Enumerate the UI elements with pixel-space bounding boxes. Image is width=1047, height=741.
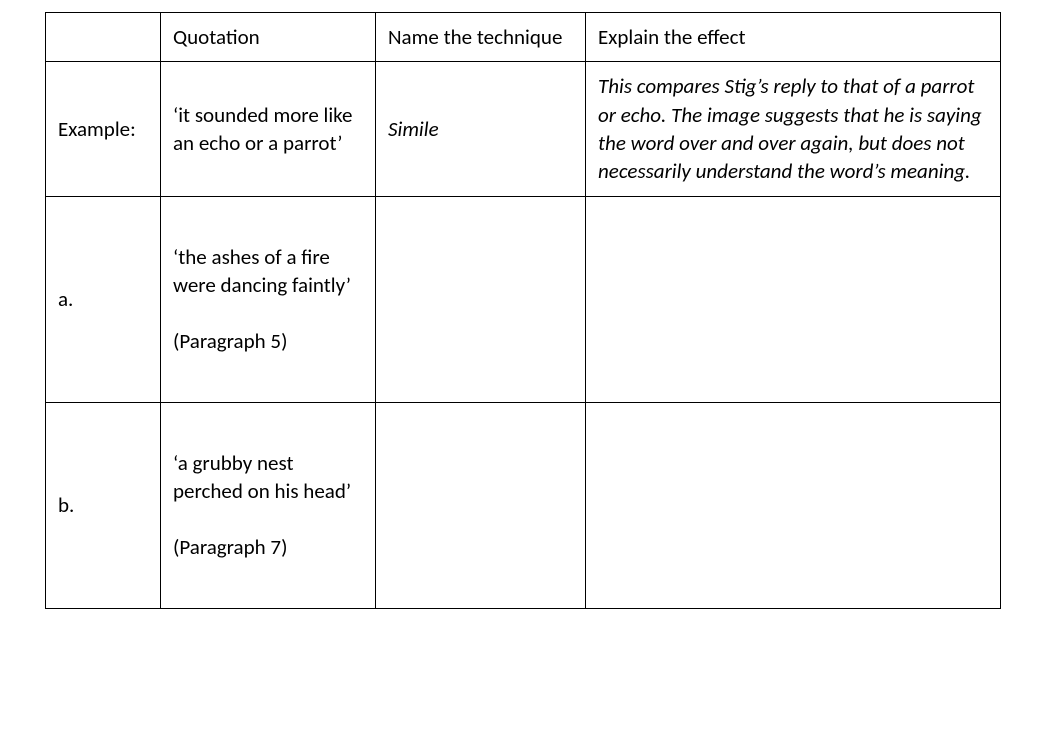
row-quotation: ‘it sounded more like an echo or a parro… [161,62,376,196]
page-content: Quotation Name the technique Explain the… [0,0,1047,609]
row-label: a. [46,196,161,402]
technique-table: Quotation Name the technique Explain the… [45,12,1001,609]
table-header-row: Quotation Name the technique Explain the… [46,13,1001,62]
header-technique: Name the technique [376,13,586,62]
row-label: Example: [46,62,161,196]
header-effect: Explain the effect [586,13,1001,62]
quotation-ref: (Paragraph 7) [173,533,363,561]
row-quotation: ‘the ashes of a fire were dancing faintl… [161,196,376,402]
row-effect [586,402,1001,608]
header-blank [46,13,161,62]
row-technique [376,196,586,402]
table-row: a. ‘the ashes of a fire were dancing fai… [46,196,1001,402]
quotation-text: ‘it sounded more like an echo or a parro… [173,101,363,158]
quotation-text: ‘a grubby nest perched on his head’ [173,449,363,506]
table-row: b. ‘a grubby nest perched on his head’ (… [46,402,1001,608]
row-technique: Simile [376,62,586,196]
quotation-ref: (Paragraph 5) [173,327,363,355]
table-row: Example: ‘it sounded more like an echo o… [46,62,1001,196]
row-quotation: ‘a grubby nest perched on his head’ (Par… [161,402,376,608]
row-label: b. [46,402,161,608]
row-effect: This compares Stig’s reply to that of a … [586,62,1001,196]
header-quotation: Quotation [161,13,376,62]
quotation-text: ‘the ashes of a fire were dancing faintl… [173,243,363,300]
row-technique [376,402,586,608]
row-effect [586,196,1001,402]
